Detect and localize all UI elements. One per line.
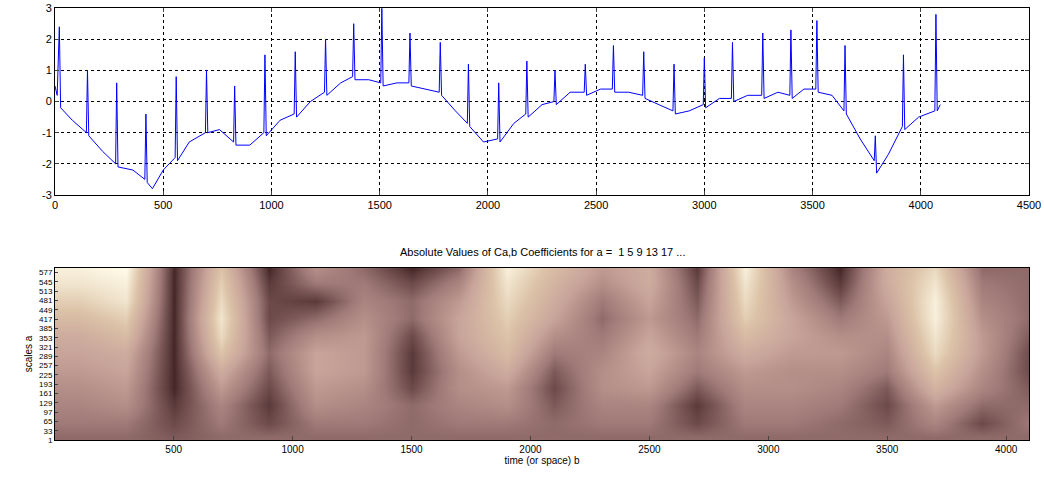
svg-text:385: 385	[39, 324, 53, 333]
svg-text:3500: 3500	[800, 199, 824, 211]
svg-text:3000: 3000	[757, 444, 780, 455]
svg-text:0: 0	[52, 199, 58, 211]
svg-text:1500: 1500	[400, 444, 423, 455]
svg-text:1000: 1000	[281, 444, 304, 455]
svg-text:time (or space) b: time (or space) b	[504, 455, 579, 466]
svg-text:2500: 2500	[638, 444, 661, 455]
svg-text:225: 225	[39, 371, 53, 380]
svg-text:481: 481	[39, 296, 53, 305]
svg-text:2000: 2000	[519, 444, 542, 455]
svg-text:scales a: scales a	[23, 335, 34, 372]
svg-text:Absolute Values of Ca,b Coeffi: Absolute Values of Ca,b Coefficients for…	[400, 246, 685, 258]
svg-text:417: 417	[39, 315, 53, 324]
svg-text:500: 500	[154, 199, 172, 211]
svg-text:3: 3	[46, 2, 52, 14]
svg-text:2000: 2000	[476, 199, 500, 211]
svg-text:4500: 4500	[1017, 199, 1041, 211]
svg-text:193: 193	[39, 380, 53, 389]
svg-text:-2: -2	[42, 158, 52, 170]
svg-text:65: 65	[43, 417, 52, 426]
svg-text:3000: 3000	[692, 199, 716, 211]
svg-text:449: 449	[39, 306, 53, 315]
svg-text:3500: 3500	[876, 444, 899, 455]
svg-text:2: 2	[46, 33, 52, 45]
svg-text:257: 257	[39, 361, 53, 370]
svg-text:353: 353	[39, 334, 53, 343]
svg-text:129: 129	[39, 399, 53, 408]
svg-text:577: 577	[39, 268, 53, 277]
svg-text:1000: 1000	[259, 199, 283, 211]
svg-text:33: 33	[43, 427, 52, 436]
svg-text:513: 513	[39, 287, 53, 296]
svg-text:1500: 1500	[367, 199, 391, 211]
svg-text:-3: -3	[42, 189, 52, 201]
svg-text:161: 161	[39, 389, 53, 398]
svg-text:545: 545	[39, 278, 53, 287]
svg-text:1: 1	[46, 64, 52, 76]
svg-text:2500: 2500	[584, 199, 608, 211]
svg-text:4000: 4000	[909, 199, 933, 211]
svg-text:1: 1	[48, 436, 53, 445]
svg-text:-1: -1	[42, 127, 52, 139]
svg-text:289: 289	[39, 352, 53, 361]
svg-text:0: 0	[46, 95, 52, 107]
svg-text:97: 97	[43, 408, 52, 417]
svg-text:321: 321	[39, 343, 53, 352]
svg-text:500: 500	[165, 444, 182, 455]
svg-text:4000: 4000	[995, 444, 1018, 455]
